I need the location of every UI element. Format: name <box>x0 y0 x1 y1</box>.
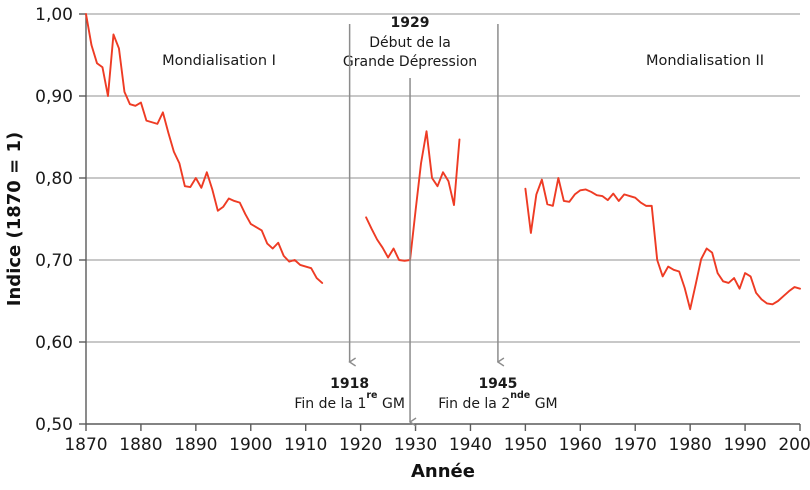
x-tick-label: 1900 <box>229 435 272 455</box>
x-tick-label: 1880 <box>119 435 162 455</box>
x-tick-label: 1960 <box>559 435 602 455</box>
annotation-mondialisation-2: Mondialisation II <box>646 53 764 69</box>
y-tick-label: 0,70 <box>35 251 73 271</box>
x-tick-marks-group <box>85 424 801 431</box>
y-tick-label: 0,90 <box>35 87 73 107</box>
annotation-line1-depression-1929: Début de la <box>369 35 451 51</box>
y-tick-label: 0,50 <box>35 415 73 435</box>
x-tick-label: 1910 <box>284 435 327 455</box>
x-tick-label: 1920 <box>339 435 382 455</box>
annotation-label-fin-2nde-gm: Fin de la 2nde GM <box>438 390 557 413</box>
x-tick-label: 1870 <box>64 435 107 455</box>
y-tick-label: 1,00 <box>35 5 73 25</box>
x-tick-label: 1890 <box>174 435 217 455</box>
data-line-segment-2 <box>365 130 461 262</box>
annotation-line2-depression-1929: Grande Dépression <box>343 54 477 70</box>
data-line-segment-1 <box>85 13 324 284</box>
y-tick-labels-group: 0,50 0,60 0,70 0,80 0,90 1,00 <box>35 5 73 435</box>
annotation-year-fin-1ere-gm: 1918 <box>330 376 369 392</box>
annotation-mondialisation-1: Mondialisation I <box>162 53 276 69</box>
y-axis-title: Indice (1870 = 1) <box>4 132 25 306</box>
x-tick-label: 1970 <box>614 435 657 455</box>
data-line-segment-3 <box>524 177 801 311</box>
annotation-label-fin-1ere-gm: Fin de la 1re GM <box>294 390 405 413</box>
x-tick-label: 1940 <box>449 435 492 455</box>
y-tick-label: 0,80 <box>35 169 73 189</box>
annotation-year-fin-2nde-gm: 1945 <box>478 376 517 392</box>
annotations-group: Mondialisation I Mondialisation II 1929 Déb… <box>162 15 764 422</box>
x-tick-label: 1990 <box>723 435 766 455</box>
axis-titles-group: Année Indice (1870 = 1) <box>4 132 475 482</box>
y-tick-marks-group <box>79 13 86 425</box>
x-axis-title: Année <box>411 461 475 482</box>
x-tick-label: 1980 <box>669 435 712 455</box>
y-tick-label: 0,60 <box>35 333 73 353</box>
x-tick-label: 1950 <box>504 435 547 455</box>
axis-lines-group <box>85 14 800 425</box>
x-tick-labels-group: 1870 1880 1890 1900 1910 1920 1930 1940 1950 1960… <box>64 435 810 455</box>
data-series-group <box>85 13 801 311</box>
annotation-year-depression-1929: 1929 <box>391 15 430 31</box>
x-tick-label: 1930 <box>394 435 437 455</box>
